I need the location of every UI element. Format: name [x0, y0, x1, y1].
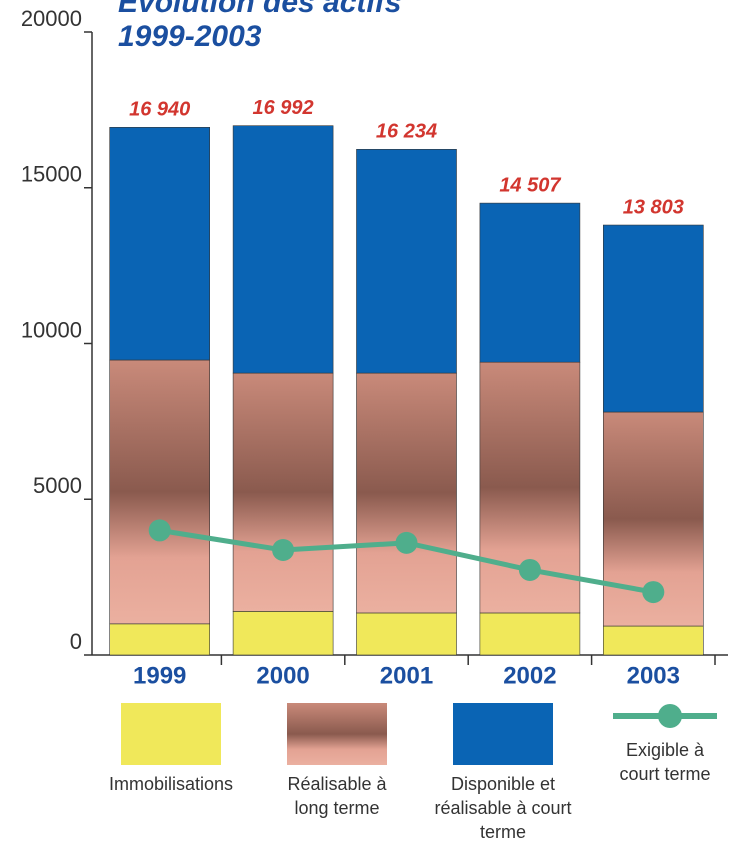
total-label: 14 507: [499, 174, 561, 196]
total-label: 16 940: [129, 99, 190, 121]
y-tick-label: 0: [70, 629, 82, 654]
total-label: 13 803: [623, 196, 684, 218]
chart-subtitle: 1999-2003: [118, 20, 262, 53]
line-marker: [518, 558, 541, 581]
legend-label: Exigible à court terme: [619, 740, 711, 784]
y-tick-label: 5000: [33, 473, 82, 498]
chart-title: Evolution des actifs: [118, 0, 401, 19]
bar-segment: [356, 612, 457, 656]
x-tick-label: 2003: [627, 662, 680, 689]
total-label: 16 234: [376, 121, 437, 143]
bar-segment: [232, 125, 334, 374]
x-tick-label: 2002: [503, 662, 556, 689]
x-tick-label: 1999: [133, 662, 186, 689]
legend-label: Immobilisations: [108, 774, 234, 794]
line-marker: [148, 519, 171, 542]
x-tick-label: 2001: [380, 662, 433, 689]
total-label: 16 992: [253, 97, 314, 119]
legend-marker: [658, 704, 682, 728]
bar-segment: [109, 359, 210, 625]
legend-swatch: [121, 703, 221, 765]
bar-segment: [356, 372, 457, 614]
y-tick-label: 20000: [21, 6, 82, 31]
legend-swatch: [287, 703, 387, 765]
y-tick-label: 10000: [21, 317, 82, 342]
bar-segment: [109, 623, 210, 656]
bar-segment: [602, 625, 704, 656]
bar-segment: [602, 224, 704, 413]
legend-swatch: [453, 703, 553, 765]
bar-segment: [109, 127, 210, 361]
line-marker: [395, 531, 418, 554]
x-tick-label: 2000: [256, 662, 309, 689]
bar-segment: [232, 372, 334, 612]
bar-segment: [479, 202, 581, 363]
legend-label: Réalisable à long terme: [287, 774, 387, 818]
line-marker: [642, 581, 665, 604]
bar-segment: [232, 611, 334, 656]
legend-label: Disponible et réalisable à court terme: [434, 774, 572, 842]
bar-segment: [356, 149, 457, 374]
line-marker: [272, 539, 295, 562]
y-tick-label: 15000: [21, 162, 82, 187]
bar-segment: [479, 612, 581, 656]
